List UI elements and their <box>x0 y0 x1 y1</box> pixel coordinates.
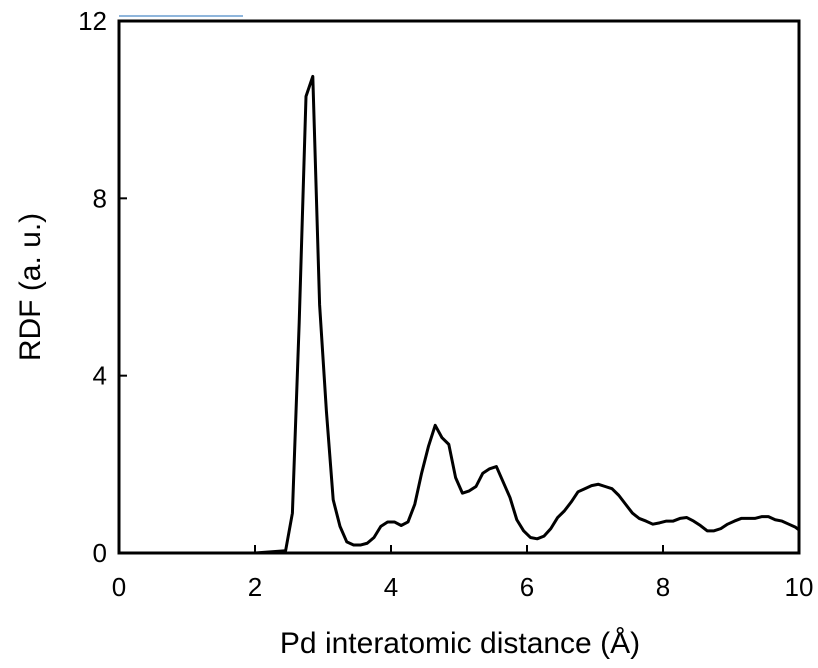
x-axis-title: Pd interatomic distance (Å) <box>280 627 640 660</box>
x-tick-label: 8 <box>656 572 670 602</box>
y-tick-label: 4 <box>93 361 107 391</box>
x-tick-label: 4 <box>384 572 398 602</box>
plot-frame <box>117 19 801 555</box>
plot-area <box>117 19 801 555</box>
y-tick-labels: 0 4 8 12 <box>78 6 127 568</box>
y-tick-label: 0 <box>93 538 107 568</box>
y-tick-label: 8 <box>93 183 107 213</box>
rdf-series-line <box>119 74 800 555</box>
x-tick-labels: 0 2 4 6 8 10 <box>112 545 814 602</box>
y-axis-title: RDF (a. u.) <box>14 213 47 361</box>
x-tick-label: 10 <box>785 572 814 602</box>
y-tick-label: 12 <box>78 6 107 36</box>
x-tick-label: 6 <box>520 572 534 602</box>
x-tick-label: 0 <box>112 572 126 602</box>
x-tick-label: 2 <box>248 572 262 602</box>
